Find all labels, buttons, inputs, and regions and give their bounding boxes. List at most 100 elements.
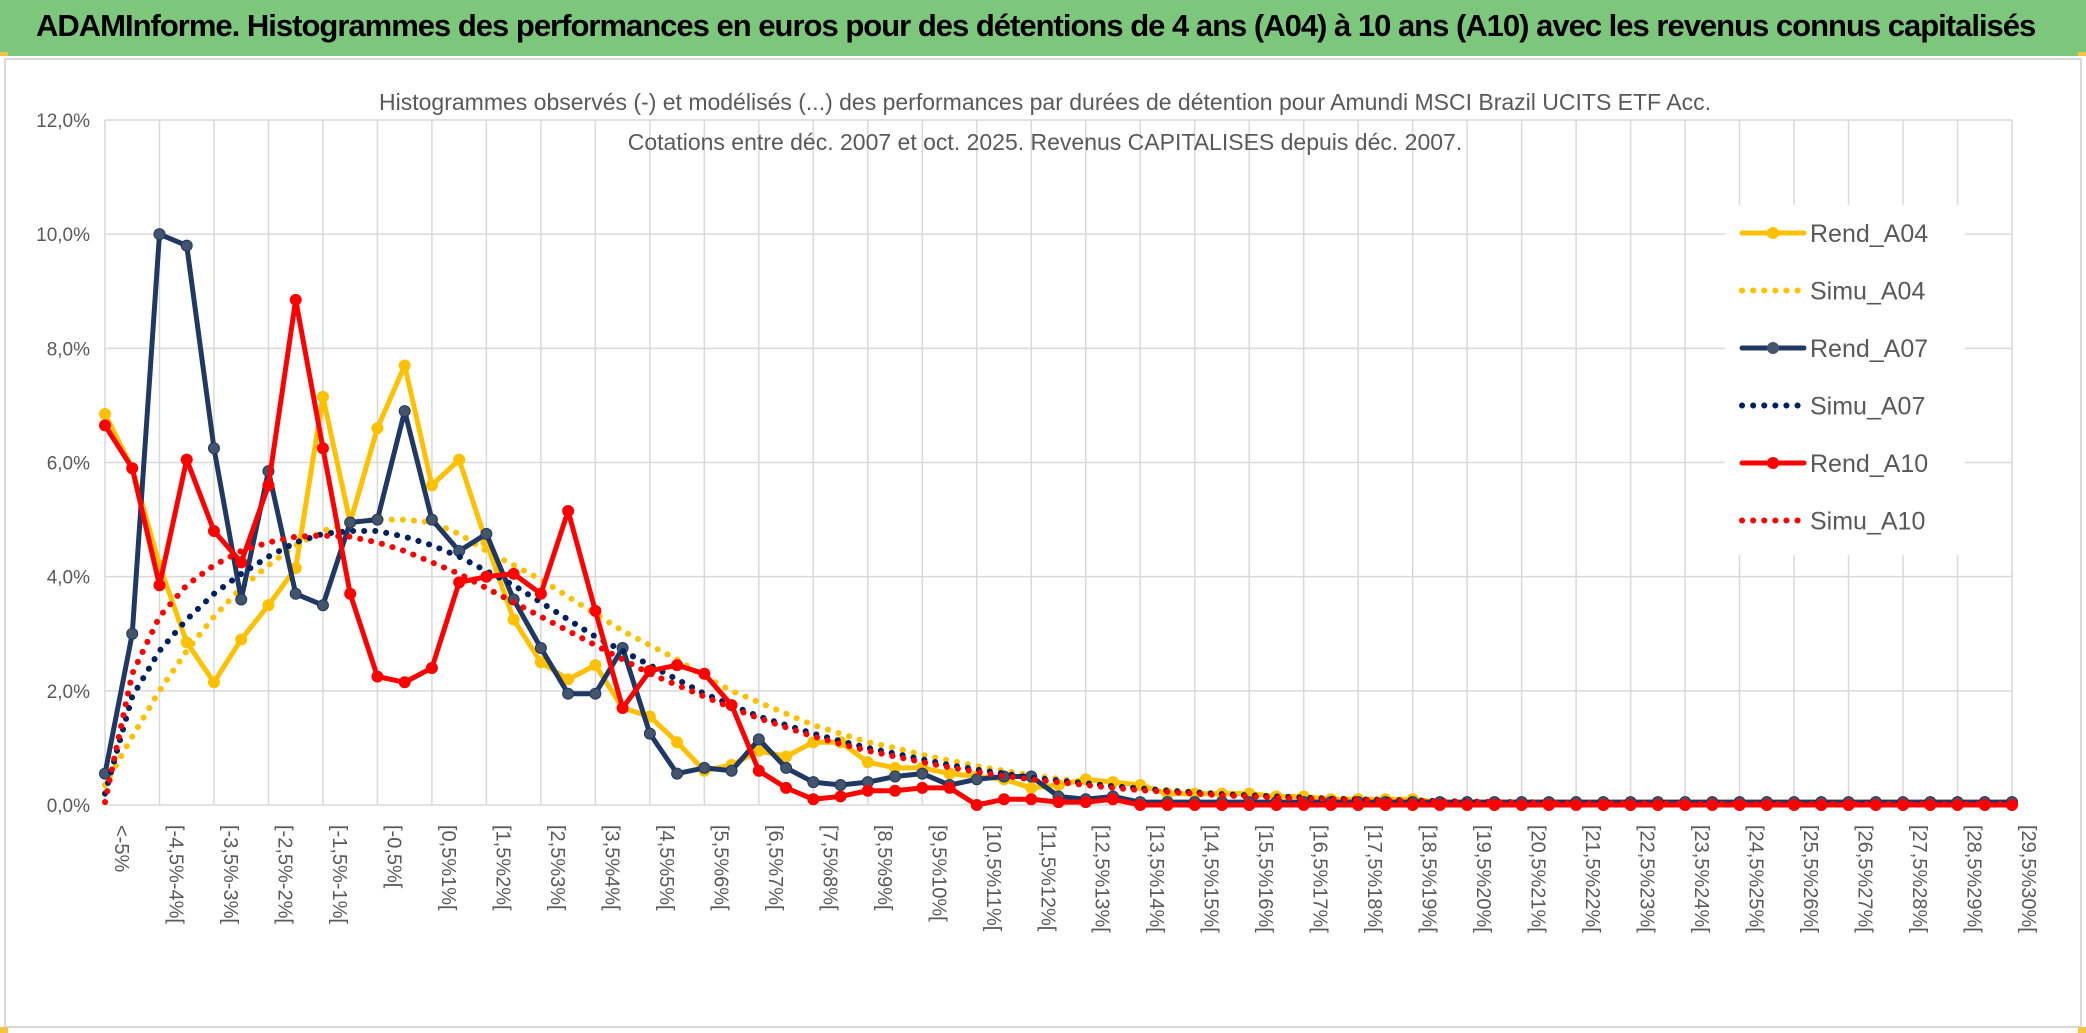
data-point-rend_a10	[425, 662, 438, 674]
x-tick-group: [18,5%19%[	[1418, 825, 1440, 933]
x-tick-group: [13,5%14%[	[1145, 825, 1167, 933]
x-tick-group: [21,5%22%[	[1581, 825, 1603, 933]
series-line-simu_a04	[102, 516, 2015, 807]
legend-item: Simu_A04	[1739, 278, 1925, 306]
y-tick-label: 0,0%	[47, 796, 90, 817]
data-point-rend_a07	[153, 228, 166, 241]
x-tick-label: <-5%	[110, 825, 132, 872]
data-point-rend_a10	[262, 479, 275, 492]
data-point-rend_a10	[861, 784, 874, 797]
x-tick-label: [28,5%29%[	[1963, 825, 1985, 933]
x-tick-group: [-1,5%-1%[	[328, 825, 350, 924]
y-tick-label: 12,0%	[36, 111, 90, 132]
header-banner: ADAMInforme. Histogrammes des performanc…	[0, 0, 2086, 56]
data-point-rend_a07	[180, 239, 193, 252]
x-tick-label: [1,5%2%[	[491, 825, 513, 911]
data-point-rend_a10	[126, 462, 139, 475]
data-point-rend_a10	[180, 453, 193, 466]
data-point-rend_a04	[507, 613, 520, 626]
data-point-rend_a10	[453, 576, 466, 589]
x-tick-label: [3,5%4%[	[600, 825, 622, 911]
data-point-rend_a04	[589, 659, 602, 672]
data-point-rend_a07	[725, 764, 738, 777]
x-tick-label: [8,5%9%[	[873, 825, 895, 911]
legend-label: Simu_A04	[1810, 278, 1925, 306]
y-axis: 0,0% 2,0% 4,0% 6,0% 8,0% 10,0% 12,0%	[36, 111, 90, 817]
x-tick-group: [14,5%15%[	[1200, 825, 1222, 933]
data-point-rend_a10	[589, 604, 602, 617]
x-tick-label: [24,5%25%[	[1745, 825, 1767, 933]
data-point-rend_a04	[316, 390, 329, 403]
x-tick-group: [5,5%6%[	[709, 825, 731, 911]
x-tick-group: [9,5%10%[	[927, 825, 949, 922]
x-tick-label: [11,5%12%[	[1036, 825, 1058, 932]
x-tick-label: [23,5%24%[	[1690, 825, 1712, 933]
y-tick-label: 2,0%	[47, 682, 90, 703]
data-point-rend_a10	[562, 505, 575, 518]
data-point-rend_a04	[453, 453, 466, 466]
x-tick-label: [15,5%16%[	[1254, 825, 1276, 933]
x-tick-group: [19,5%20%[	[1472, 825, 1494, 933]
x-tick-label: [21,5%22%[	[1581, 825, 1603, 933]
x-tick-label: [-4,5%-4%[	[164, 825, 186, 924]
data-point-rend_a07	[480, 527, 493, 540]
x-tick-group: [23,5%24%[	[1690, 825, 1712, 933]
legend-item: Rend_A07	[1739, 335, 1928, 363]
x-tick-group: [11,5%12%[	[1036, 825, 1058, 932]
x-tick-label: [14,5%15%[	[1200, 825, 1222, 933]
data-point-rend_a10	[916, 781, 929, 794]
x-tick-label: [2,5%3%[	[546, 825, 568, 911]
data-point-rend_a04	[562, 673, 575, 686]
data-point-rend_a07	[562, 687, 575, 700]
x-tick-label: [19,5%20%[	[1472, 825, 1494, 933]
data-point-rend_a10	[1134, 799, 1147, 811]
x-tick-group: [1,5%2%[	[491, 825, 513, 911]
header-accent-left	[0, 52, 8, 56]
legend-background	[1725, 205, 1965, 555]
x-tick-group: <-5%	[110, 825, 132, 872]
legend-item: Simu_A07	[1739, 393, 1925, 421]
data-point-rend_a07	[834, 779, 847, 792]
data-point-rend_a10	[807, 793, 820, 806]
y-tick-label: 10,0%	[36, 225, 90, 246]
x-tick-label: [17,5%18%[	[1363, 825, 1385, 933]
data-point-rend_a10	[1025, 793, 1038, 806]
x-tick-group: [2,5%3%[	[546, 825, 568, 911]
data-point-rend_a07	[916, 767, 929, 780]
series-line-simu_a10	[102, 532, 2015, 807]
chart-title-line2: Cotations entre déc. 2007 et oct. 2025. …	[628, 129, 1462, 155]
legend-marker	[1767, 457, 1779, 469]
x-tick-group: [28,5%29%[	[1963, 825, 1985, 933]
data-point-rend_a07	[698, 761, 711, 774]
y-tick-label: 8,0%	[47, 339, 90, 360]
x-tick-group: [0,5%1%[	[437, 825, 459, 911]
data-point-rend_a07	[371, 513, 384, 526]
data-point-rend_a07	[207, 442, 220, 455]
legend-label: Simu_A07	[1810, 393, 1925, 421]
x-tick-group: [25,5%26%[	[1799, 825, 1821, 933]
data-point-rend_a10	[153, 579, 166, 592]
x-tick-group: [29,5%30%[	[2017, 825, 2039, 933]
data-point-rend_a10	[1106, 793, 1119, 806]
x-tick-group: [20,5%21%[	[1527, 825, 1549, 933]
x-tick-label: [-2,5%-2%[	[273, 825, 295, 924]
data-point-rend_a10	[970, 799, 983, 811]
footer-accent-left	[0, 1027, 8, 1033]
x-tick-group: [27,5%28%[	[1908, 825, 1930, 933]
data-point-rend_a10	[1052, 796, 1065, 809]
data-point-rend_a10	[943, 781, 956, 794]
data-point-rend_a10	[344, 587, 357, 600]
data-point-rend_a10	[289, 293, 302, 306]
data-point-rend_a07	[316, 599, 329, 612]
footer-accent-right	[2078, 1027, 2086, 1033]
data-point-rend_a10	[99, 419, 111, 432]
data-point-rend_a07	[643, 727, 656, 740]
data-point-rend_a07	[807, 776, 820, 789]
x-tick-label: [-3,5%-3%[	[219, 825, 241, 924]
data-point-rend_a07	[344, 516, 357, 529]
x-tick-group: [-4,5%-4%[	[164, 825, 186, 924]
x-tick-label: [0,5%1%[	[437, 825, 459, 911]
x-tick-label: [12,5%13%[	[1091, 825, 1113, 933]
x-tick-label: [9,5%10%[	[927, 825, 949, 922]
